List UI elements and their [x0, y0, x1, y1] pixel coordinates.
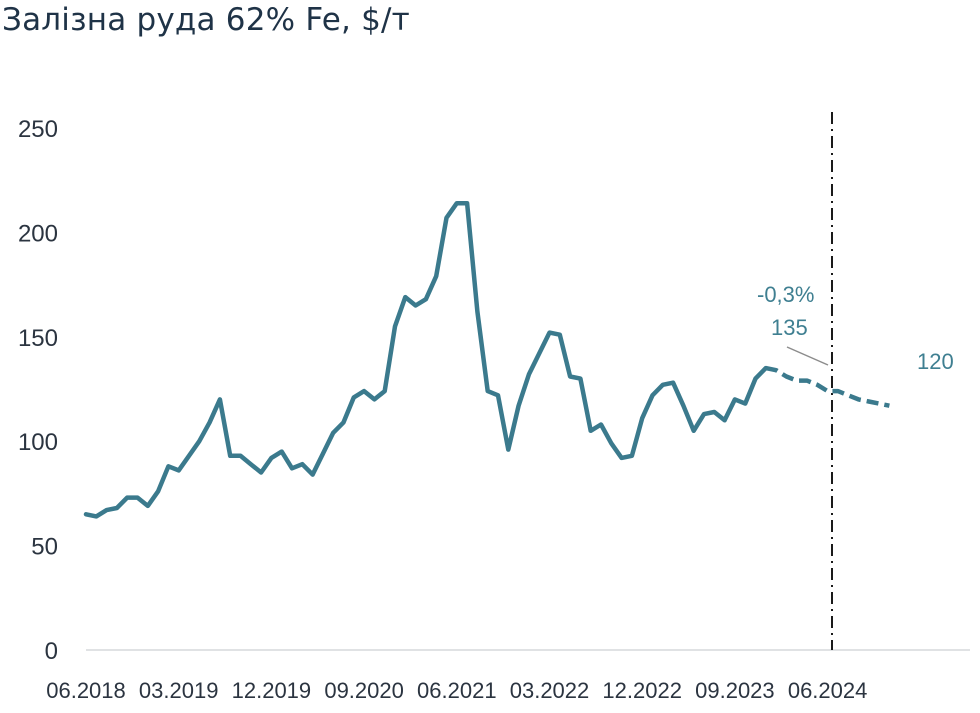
y-tick-label: 50	[31, 534, 58, 561]
annotation-change: -0,3%	[757, 282, 814, 307]
x-tick-label: 12.2022	[602, 678, 682, 703]
y-tick-label: 0	[45, 638, 58, 665]
x-axis: 06.2018 03.2019 12.2019 09.2020 06.2021 03.20…	[46, 678, 867, 703]
y-tick-label: 100	[18, 429, 58, 456]
forecast-series-line	[765, 365, 890, 408]
x-tick-label: 09.2020	[324, 678, 404, 703]
x-tick-label: 12.2019	[232, 678, 312, 703]
x-tick-label: 06.2021	[417, 678, 497, 703]
annotation-last-value: 135	[771, 315, 808, 340]
annotation-leader-line	[786, 346, 829, 366]
chart-title: Залізна руда 62% Fe, $/т	[2, 2, 410, 38]
x-tick-label: 06.2024	[788, 678, 868, 703]
y-tick-label: 150	[18, 325, 58, 352]
series-group	[83, 200, 890, 519]
y-tick-label: 250	[18, 116, 58, 143]
y-tick-label: 200	[18, 220, 58, 247]
x-tick-label: 03.2019	[139, 678, 219, 703]
x-tick-label: 06.2018	[46, 678, 126, 703]
y-axis: 0 50 100 150 200 250	[18, 116, 58, 665]
historical-series-line	[83, 200, 769, 519]
x-tick-label: 09.2023	[695, 678, 775, 703]
annotation-forecast-value: 120	[917, 349, 954, 374]
x-tick-label: 03.2022	[510, 678, 590, 703]
